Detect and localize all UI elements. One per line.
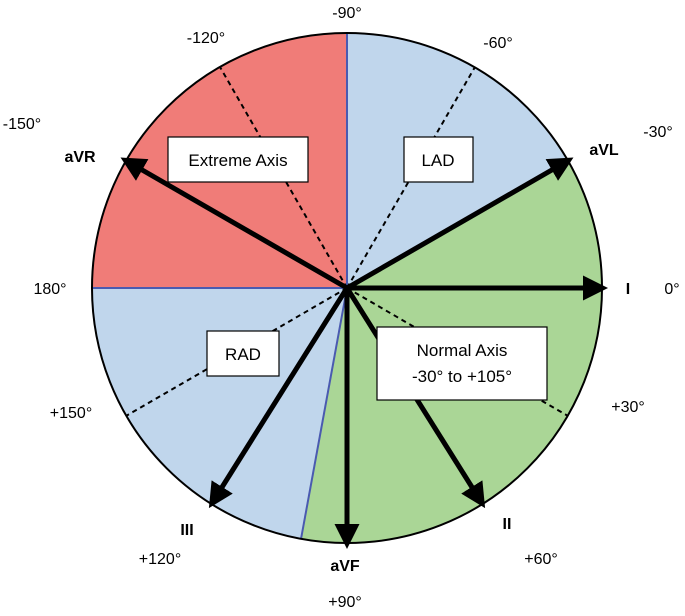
lad-label-box: LAD (403, 136, 474, 183)
lead-III-arrow (208, 286, 350, 509)
rad-label: RAD (225, 345, 261, 364)
degree-label-minus30: -30° (643, 124, 673, 141)
degree-label-180: 180° (33, 281, 66, 298)
normal-axis-label-line1: Normal Axis (417, 341, 508, 360)
normal-axis-label-box: Normal Axis -30° to +105° (376, 326, 548, 401)
lead-label-II: II (503, 516, 512, 533)
degree-label-plus90: +90° (328, 594, 362, 611)
extreme-axis-label: Extreme Axis (188, 151, 287, 170)
degree-label-minus150: -150° (3, 116, 41, 133)
lead-label-aVF: aVF (330, 558, 360, 575)
divider-line (300, 287, 348, 540)
degree-label-minus90: -90° (332, 5, 362, 22)
degree-label-plus150: +150° (50, 405, 92, 422)
degree-label-minus60: -60° (483, 35, 513, 52)
extreme-axis-label-box: Extreme Axis (167, 136, 309, 183)
degree-label-plus120: +120° (139, 551, 181, 568)
rad-label-box: RAD (206, 330, 280, 377)
degree-label-plus30: +30° (611, 399, 645, 416)
lead-label-aVL: aVL (589, 142, 619, 159)
lead-label-aVR: aVR (64, 149, 96, 166)
lad-label: LAD (421, 151, 454, 170)
degree-label-0: 0° (664, 281, 679, 298)
degree-label-minus120: -120° (187, 30, 225, 47)
rad-sector (91, 288, 347, 539)
degree-label-plus60: +60° (524, 551, 558, 568)
lead-aVL-arrow (345, 157, 574, 291)
lead-label-I: I (626, 281, 630, 298)
lead-aVR-arrow (120, 157, 349, 291)
lead-label-III: III (180, 522, 193, 539)
normal-axis-label-line2: -30° to +105° (412, 367, 512, 386)
